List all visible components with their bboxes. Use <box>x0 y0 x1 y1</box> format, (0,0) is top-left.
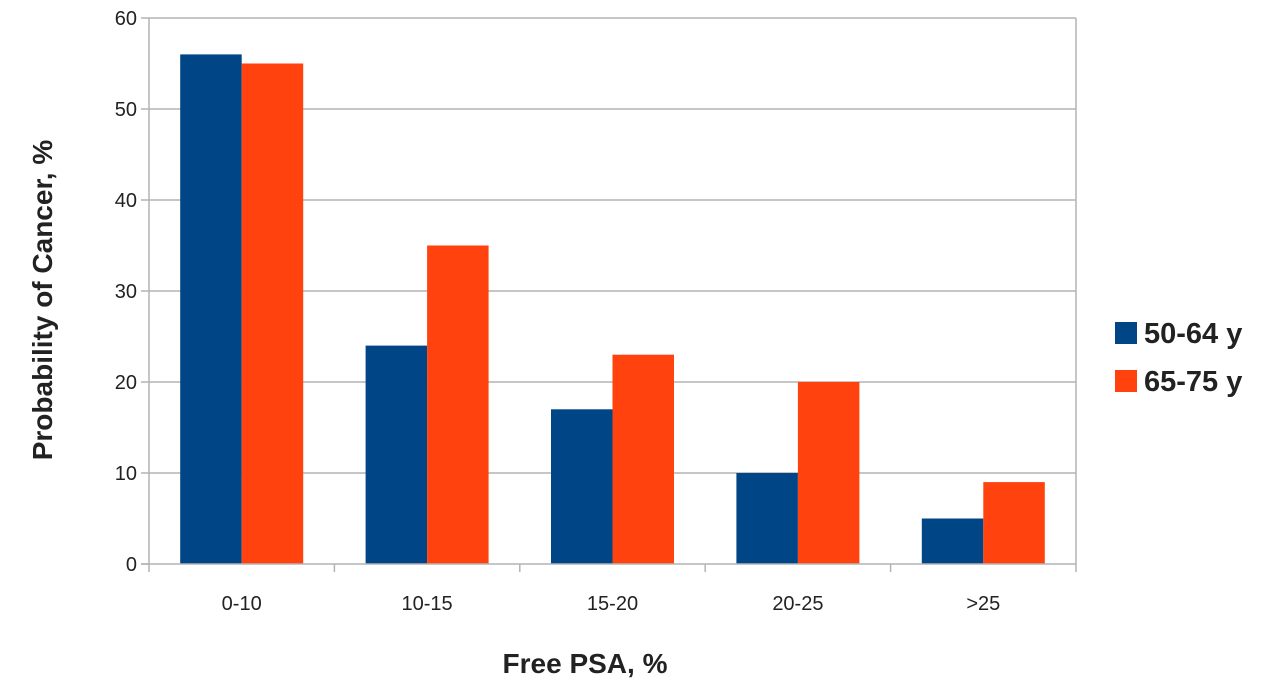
bar <box>365 345 428 564</box>
y-tick-label: 30 <box>115 281 137 303</box>
bars <box>180 54 1045 565</box>
gridlines <box>149 17 1076 474</box>
y-tick-label: 50 <box>115 99 137 121</box>
bar <box>180 54 242 565</box>
y-tick-label: 60 <box>115 8 137 30</box>
legend-label-series-1: 50-64 y <box>1144 318 1242 350</box>
x-tick-label: 20-25 <box>772 593 823 615</box>
x-axis-title: Free PSA, % <box>503 648 668 679</box>
axes <box>141 17 1077 572</box>
bar <box>797 382 860 564</box>
legend-swatch-series-1 <box>1115 322 1137 344</box>
legend-label-series-2: 65-75 y <box>1144 366 1242 398</box>
y-tick-label: 40 <box>115 190 137 212</box>
bar <box>736 473 798 564</box>
bar <box>921 518 984 564</box>
legend: 50-64 y 65-75 y <box>1115 318 1242 398</box>
bar <box>612 354 674 564</box>
bar <box>983 482 1045 564</box>
x-tick-label: 15-20 <box>587 593 638 615</box>
tick-labels: 0 10 20 30 40 50 60 0-10 10-15 15-20 20-25 >25 <box>115 8 1001 615</box>
x-tick-label: 10-15 <box>402 593 453 615</box>
bar <box>551 409 613 564</box>
y-tick-label: 20 <box>115 372 137 394</box>
y-tick-label: 10 <box>115 463 137 485</box>
legend-swatch-series-2 <box>1115 370 1137 392</box>
y-tick-label: 0 <box>126 554 137 576</box>
bar <box>241 63 304 564</box>
x-tick-label: 0-10 <box>222 593 262 615</box>
y-axis-title: Probability of Cancer, % <box>27 140 58 461</box>
bar <box>427 245 489 564</box>
x-tick-label: >25 <box>966 593 1000 615</box>
